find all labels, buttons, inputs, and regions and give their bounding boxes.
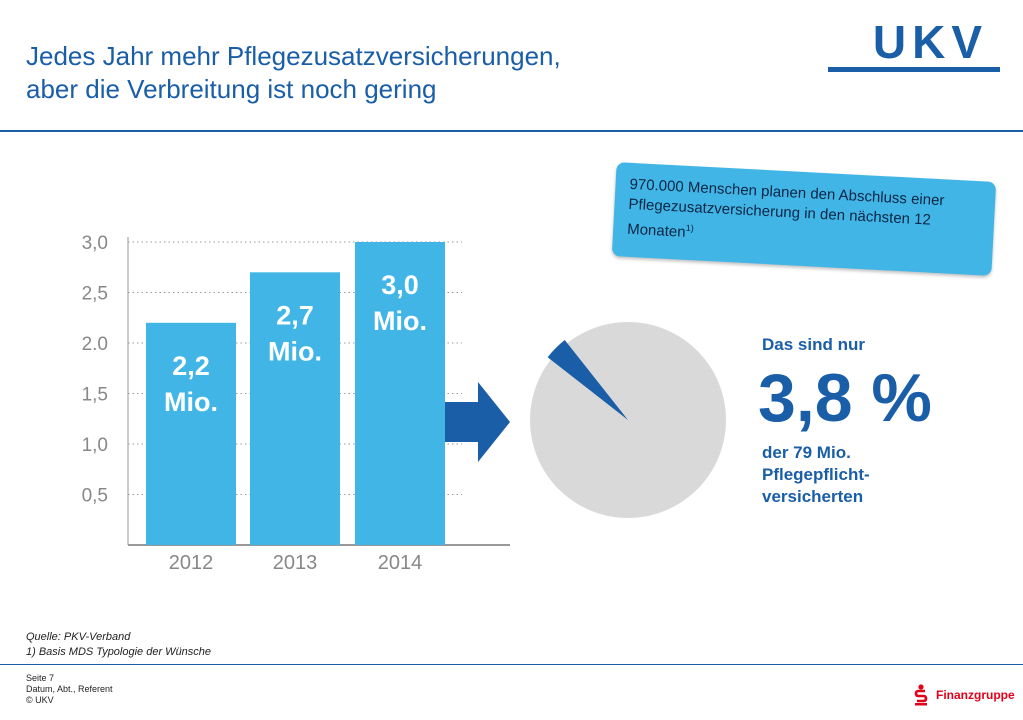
x-tick-label: 2014 <box>378 552 423 574</box>
bar <box>250 272 340 545</box>
bar-value-unit: Mio. <box>373 306 427 336</box>
y-tick-label: 2,5 <box>82 284 108 305</box>
y-tick-label: 1,5 <box>82 385 108 406</box>
sparkasse-s-icon <box>914 684 928 706</box>
bar <box>355 242 445 545</box>
stat-detail-line-2: Pflegepflicht- <box>762 465 870 484</box>
bar-value-label: 2,7 <box>276 300 314 330</box>
ukv-logo: UKV <box>828 16 1000 74</box>
callout-text: 970.000 Menschen planen den Abschluss ei… <box>627 175 980 258</box>
callout-body: 970.000 Menschen planen den Abschluss ei… <box>626 175 945 241</box>
stat-value: 3,8 % <box>758 360 932 436</box>
page-info: Seite 7 Datum, Abt., Referent © UKV <box>26 673 113 706</box>
y-tick-label: 1,0 <box>82 435 108 456</box>
brand-text: Finanzgruppe <box>936 688 1015 702</box>
bar-value-unit: Mio. <box>268 336 322 366</box>
bar-value-label: 3,0 <box>381 270 419 300</box>
x-tick-label: 2012 <box>169 552 214 574</box>
page-number: Seite 7 <box>26 673 55 683</box>
page-meta: Datum, Abt., Referent <box>26 684 113 694</box>
x-tick-label: 2013 <box>273 552 318 574</box>
header-divider <box>0 130 1023 132</box>
bar-value-unit: Mio. <box>164 387 218 417</box>
footnote-1: 1) Basis MDS Typologie der Wünsche <box>26 646 212 658</box>
pie-slice <box>547 339 628 420</box>
logo-text: UKV <box>872 16 988 68</box>
logo-underline <box>828 67 1000 72</box>
stat-detail: der 79 Mio. Pflegepflicht- versicherten <box>762 442 952 508</box>
y-tick-label: 3,0 <box>82 233 108 254</box>
footnotes: Quelle: PKV-Verband 1) Basis MDS Typolog… <box>26 630 211 660</box>
footer-divider <box>0 664 1023 665</box>
stat-detail-line-3: versicherten <box>762 487 864 506</box>
callout-footnote-ref: 1) <box>685 222 695 234</box>
bar <box>146 322 236 545</box>
title-line-2: aber die Verbreitung ist noch gering <box>26 74 437 104</box>
y-tick-label: 0,5 <box>82 486 108 507</box>
title-line-1: Jedes Jahr mehr Pflegezusatzversicherung… <box>26 41 561 71</box>
stat-lead: Das sind nur <box>762 335 865 354</box>
y-tick-label: 2.0 <box>82 334 108 355</box>
page-title: Jedes Jahr mehr Pflegezusatzversicherung… <box>26 40 786 106</box>
callout-box: 970.000 Menschen planen den Abschluss ei… <box>611 162 997 276</box>
arrow-icon <box>445 382 510 462</box>
stat-detail-line-1: der 79 Mio. <box>762 443 851 462</box>
page-copyright: © UKV <box>26 695 54 705</box>
source-note: Quelle: PKV-Verband <box>26 631 131 643</box>
bar-value-label: 2,2 <box>172 351 210 381</box>
